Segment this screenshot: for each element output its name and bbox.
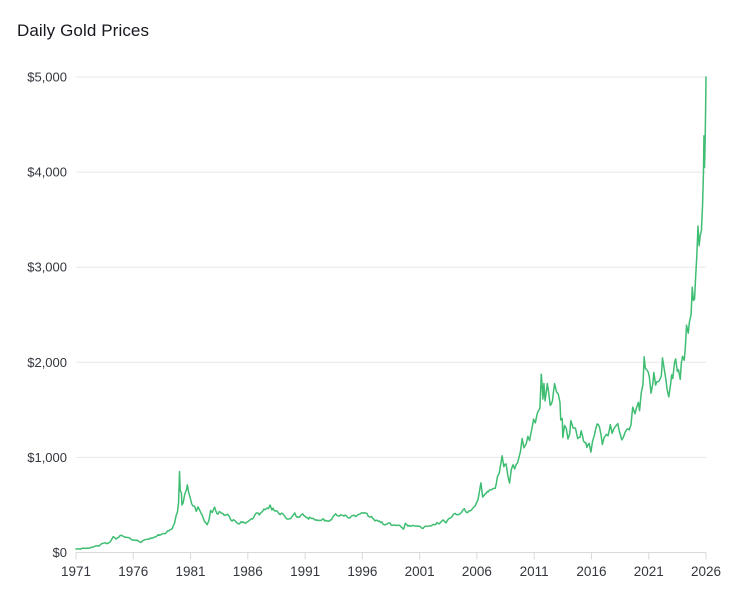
x-axis-label: 1976: [118, 564, 148, 579]
x-axis-label: 1986: [233, 564, 263, 579]
x-axis-label: 2011: [520, 564, 549, 579]
y-axis-label: $5,000: [27, 70, 67, 85]
chart-title: Daily Gold Prices: [17, 21, 150, 40]
x-axis-label: 2021: [634, 564, 664, 579]
price-line: [75, 76, 707, 550]
x-axis-label: 2026: [691, 564, 721, 579]
x-axis-label: 2001: [405, 564, 435, 579]
x-axis-label: 1996: [347, 564, 377, 579]
y-axis-label: $0: [53, 545, 67, 560]
y-axis-label: $2,000: [27, 355, 67, 370]
y-axis-label: $1,000: [27, 450, 67, 465]
x-axis-label: 2016: [576, 564, 606, 579]
x-axis-label: 1971: [61, 564, 91, 579]
y-axis-label: $4,000: [27, 165, 67, 180]
x-axis-label: 1981: [176, 564, 206, 579]
y-axis-label: $3,000: [27, 260, 67, 275]
x-axis-label: 1991: [290, 564, 320, 579]
x-axis-label: 2006: [462, 564, 492, 579]
